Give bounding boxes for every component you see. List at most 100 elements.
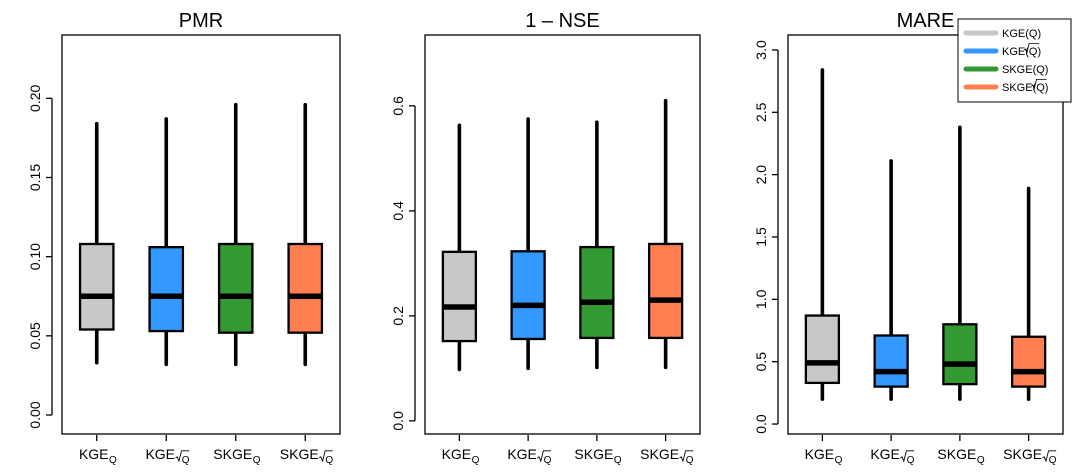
box-iqr [148,246,185,333]
category-label: SKGE Q [937,446,984,466]
category-main-text: KGE [870,446,900,462]
category-label: SKGE Q [280,446,334,466]
legend-item: KGE(Q) [963,43,1041,58]
y-tick-label: 0.20 [27,84,43,111]
category-subscript-text: Q [1049,455,1057,466]
category-main-text: SKGE [574,446,613,462]
y-tick-label: 0.15 [27,164,43,191]
y-axis: 0.0 0.5 1.0 1.5 2.0 2.5 3.0 [753,40,779,434]
sqrt-icon [318,450,333,463]
plot-frame [787,34,1064,435]
box-1 [78,121,115,365]
category-main-text: KGE [805,446,835,462]
sqrt-icon [679,450,694,463]
legend-label: KGE(Q) [1002,46,1041,58]
category-subscript-text: Q [253,455,261,466]
box-2 [873,159,909,401]
category-subscript-text: Q [109,455,117,466]
category-label: SKGE Q [213,446,260,466]
y-tick-label: 0.4 [390,201,406,221]
category-label: SKGE Q [574,446,621,466]
category-main-text: SKGE [640,446,679,462]
category-label: KGE Q [442,446,480,466]
y-tick-label: 0.0 [390,411,406,431]
legend-label: SKGE(Q) [1002,82,1048,94]
legend: KGE(Q) KGE(Q) SKGE(Q) SKGE(Q) [957,18,1072,103]
x-axis: KGE Q KGE Q SKGE Q SKGE Q [805,435,1057,466]
y-axis: 0.0 0.2 0.4 0.6 [390,96,416,431]
sqrt-icon [175,450,190,463]
box-3 [217,102,254,367]
category-label: SKGE Q [1003,446,1057,466]
x-axis: KGE Q KGE Q SKGE Q SKGE Q [442,435,694,466]
sqrt-icon [900,450,915,463]
box-iqr [217,242,254,334]
category-main-text: SKGE [213,446,252,462]
y-tick-label: 0.05 [27,322,43,349]
category-subscript-text: Q [182,455,190,466]
sqrt-icon [1031,79,1047,91]
y-tick-label: 0.2 [390,306,406,326]
category-label: KGE Q [79,446,117,466]
sqrt-icon [1042,450,1057,463]
category-subscript-text: Q [835,455,843,466]
y-tick-label: 0.10 [27,243,43,270]
plot-frame [61,34,341,435]
category-label: KGE Q [507,446,551,466]
y-tick-label: 0.0 [753,414,769,434]
category-main-text: KGE [145,446,175,462]
legend-item: KGE(Q) [963,28,1041,40]
box-iqr [1010,335,1047,388]
category-label: SKGE Q [640,446,694,466]
box-2 [148,117,185,367]
box-iqr [441,250,478,343]
panel-title: PMR [179,10,223,32]
box-1 [804,68,841,401]
y-tick-label: 1.0 [753,289,769,309]
box-1 [441,123,478,372]
category-subscript-text: Q [325,455,333,466]
box-2 [510,117,546,371]
category-main-text: SKGE [937,446,976,462]
panel-title: 1 – NSE [525,10,599,32]
legend-label: KGE(Q) [1002,28,1041,40]
legend-item: SKGE(Q) [963,64,1048,76]
category-main-text: KGE [507,446,537,462]
y-tick-label: 0.00 [27,401,43,428]
box-iqr [579,245,615,340]
category-main-text: KGE [442,446,472,462]
y-tick-label: 1.5 [753,227,769,247]
legend-item: SKGE(Q) [963,79,1048,94]
category-label: KGE Q [805,446,843,466]
box-iqr [78,242,115,331]
category-subscript-text: Q [907,455,915,466]
y-axis: 0.00 0.05 0.10 0.15 0.20 [27,84,53,429]
box-4 [1010,186,1047,401]
category-main-text: SKGE [280,446,319,462]
y-tick-label: 3.0 [753,40,769,60]
sqrt-icon [1023,43,1040,55]
category-label: KGE Q [870,446,914,466]
category-label: KGE Q [145,446,189,466]
box-iqr [804,314,841,385]
box-iqr [942,323,978,386]
y-tick-label: 0.5 [753,352,769,372]
box-iqr [873,334,909,388]
y-tick-label: 0.6 [390,96,406,116]
box-iqr [647,242,684,340]
x-axis: KGE Q KGE Q SKGE Q SKGE Q [79,435,333,466]
sqrt-icon [537,450,552,463]
panel-title: MARE [897,10,955,32]
category-main-text: KGE [79,446,109,462]
legend-label: SKGE(Q) [1002,64,1048,76]
y-tick-label: 2.5 [753,102,769,122]
box-iqr [287,242,324,334]
box-3 [579,120,615,370]
category-subscript-text: Q [544,455,552,466]
box-3 [942,125,978,401]
box-iqr [510,250,546,341]
